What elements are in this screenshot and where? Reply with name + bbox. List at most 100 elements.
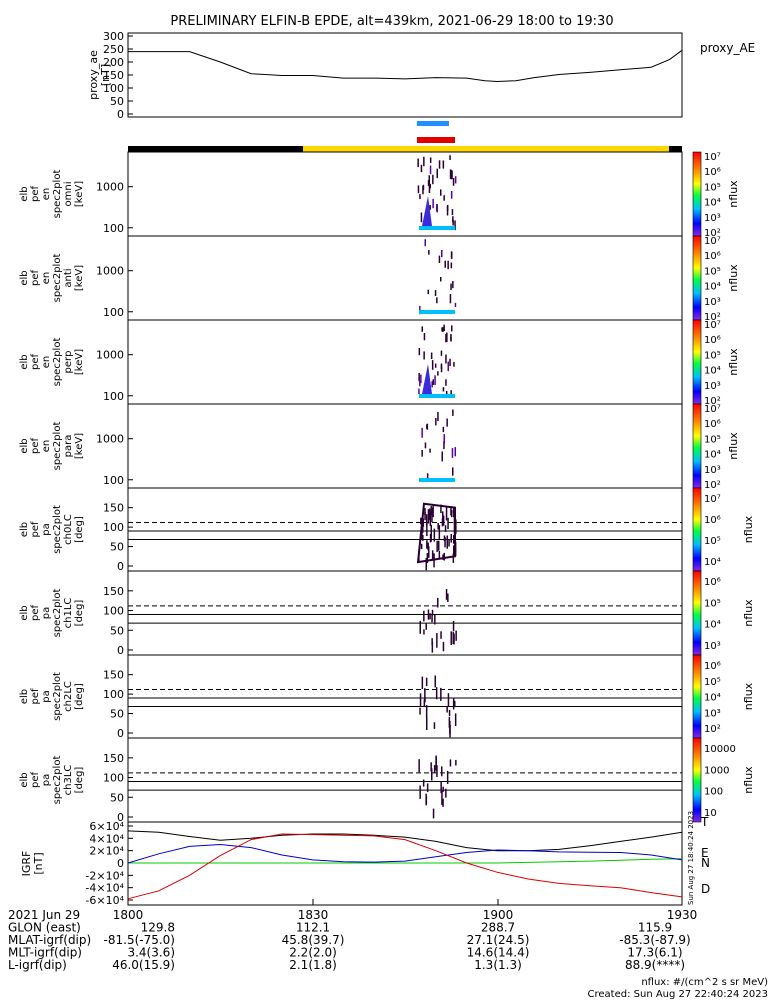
ylabel-line: elb: [19, 354, 30, 369]
ch0LC-ytick-label: 0: [117, 560, 124, 573]
igrf-ytick-label: -2×10⁴: [85, 869, 124, 882]
ylabel-line: [keV]: [74, 265, 85, 291]
ch1LC-colorbar: [692, 570, 702, 656]
ch3LC-data-pixel: [430, 762, 432, 772]
ch1LC-colorbar-label: nflux: [742, 599, 755, 627]
omni-colorbar-tick: 10²: [704, 228, 721, 239]
ch3LC-data-pixel: [426, 783, 429, 793]
proxy-ae-ytick-label: 150: [103, 69, 124, 82]
ch2LC-colorbar-tick: 10⁴: [704, 693, 721, 704]
para-ylabel: elbpefenspec2plotpara[keV]: [19, 422, 85, 471]
ch3LC-data-pixel: [419, 785, 421, 799]
ch1LC-data-pixel: [431, 609, 434, 616]
ylabel-line: en: [41, 440, 52, 453]
ch2LC-ytick-label: 100: [103, 688, 124, 701]
ch0LC-data-pixel: [442, 515, 445, 526]
para-data-pixel: [435, 418, 437, 426]
ylabel-line: elb: [19, 186, 30, 201]
ch1LC-ytick-label: 100: [103, 605, 124, 618]
ch3LC-colorbar: [692, 737, 702, 823]
ch0LC-data-pixel: [426, 540, 428, 549]
para-low-energy-band: [419, 478, 455, 482]
ch0LC-data-pixel: [422, 518, 424, 527]
omni-data-pixel: [452, 178, 455, 186]
omni-data-pixel: [420, 212, 423, 223]
ch1LC-data-pixel: [425, 623, 427, 630]
ylabel-line: ch1LC: [63, 598, 74, 629]
anti-ytick-label: 100: [103, 306, 124, 319]
perp-data-pixel: [418, 388, 420, 395]
para-data-pixel: [452, 409, 454, 416]
omni-data-pixel: [449, 169, 452, 179]
ch0LC-data-pixel: [422, 535, 424, 541]
anti-data-pixel: [436, 297, 438, 304]
ylabel-line: proxy_ae: [87, 50, 100, 100]
igrf-ytick-label: 6×10⁴: [89, 820, 124, 833]
ch1LC-data-pixel: [419, 620, 421, 634]
anti-colorbar-tick: 10²: [704, 312, 721, 323]
footer-units: nflux: #/(cm^2 s sr MeV): [641, 977, 768, 988]
xaxis-row-value: 45.8(39.7): [282, 933, 345, 947]
ylabel-line: pef: [30, 438, 41, 455]
ch0LC-colorbar-tick: 10⁷: [704, 494, 721, 505]
ylabel-line: [keV]: [74, 433, 85, 459]
perp-colorbar-tick: 10⁷: [704, 320, 721, 331]
perp-data-pixel: [440, 365, 443, 373]
ch2LC-ytick-label: 0: [117, 727, 124, 740]
ch1LC-ylabel: elbpefpaspec2plotch1LC[deg]: [19, 589, 85, 638]
para-colorbar-label: nflux: [727, 432, 740, 460]
xaxis-row-value: 14.6(14.4): [467, 946, 530, 960]
ch1LC-data-pixel: [436, 633, 438, 648]
perp-data-pixel: [443, 324, 445, 332]
ylabel-line: ch2LC: [63, 681, 74, 712]
ch0LC-data-pixel: [431, 550, 434, 561]
para-colorbar-tick: 10⁴: [704, 450, 721, 461]
ch2LC-data-pixel: [454, 700, 456, 708]
ylabel-line: anti: [63, 268, 74, 287]
ch2LC-data-pixel: [449, 720, 451, 735]
plot-title: PRELIMINARY ELFIN-B EPDE, alt=439km, 202…: [170, 14, 613, 29]
omni-data-pixel: [432, 174, 434, 185]
ylabel-line: pef: [30, 270, 41, 287]
igrf-ytick-label: 0: [117, 857, 124, 870]
ch0LC-data-pixel: [443, 535, 446, 542]
ch0LC-data-block: [416, 502, 456, 564]
ch3LC-ylabel: elbpefpaspec2plotch3LC[deg]: [19, 756, 85, 805]
ylabel-line: pa: [41, 607, 52, 619]
ch2LC-colorbar-tick: 10⁵: [704, 677, 721, 688]
omni-colorbar-tick: 10⁴: [704, 198, 721, 209]
ylabel-line: en: [41, 356, 52, 369]
omni-data-pixel: [419, 194, 421, 200]
igrf-legend-N: N: [701, 856, 710, 870]
ch2LC-data-pixel: [424, 688, 426, 701]
xaxis-row-label: 2021 Jun 29: [8, 908, 80, 922]
ch0LC-ytick-label: 150: [103, 502, 124, 515]
ch1LC-data-pixel: [431, 613, 433, 623]
ylabel-line: pef: [30, 605, 41, 622]
perp-data-pixel: [445, 334, 447, 343]
perp-colorbar-tick: 10²: [704, 396, 721, 407]
ch0LC-data-pixel: [424, 512, 426, 521]
omni-data-pixel: [446, 204, 449, 211]
ch3LC-ytick-label: 100: [103, 772, 124, 785]
para-colorbar-tick: 10⁷: [704, 404, 721, 415]
perp-data-pixel: [421, 326, 423, 332]
anti-data-pixel: [427, 289, 429, 295]
ch2LC-colorbar-tick: 10⁶: [704, 661, 721, 672]
ch1LC-colorbar-tick: 10³: [704, 641, 721, 652]
ch1LC-ytick-label: 150: [103, 585, 124, 598]
ylabel-line: spec2plot: [52, 756, 63, 805]
ch0LC-data-pixel: [453, 534, 455, 544]
perp-flux-enhancement: [422, 364, 432, 394]
perp-ylabel: elbpefenspec2plotperp[keV]: [19, 338, 85, 387]
ylabel-line: elb: [19, 605, 30, 620]
omni-data-pixel: [428, 175, 430, 185]
perp-data-pixel: [420, 374, 422, 384]
perp-data-pixel: [419, 380, 421, 387]
omni-data-pixel: [451, 209, 454, 216]
ylabel-line: spec2plot: [52, 505, 63, 554]
para-data-pixel: [441, 451, 443, 462]
orbit-bar-night-end: [669, 146, 682, 152]
ch0LC-data-pixel: [445, 506, 448, 521]
